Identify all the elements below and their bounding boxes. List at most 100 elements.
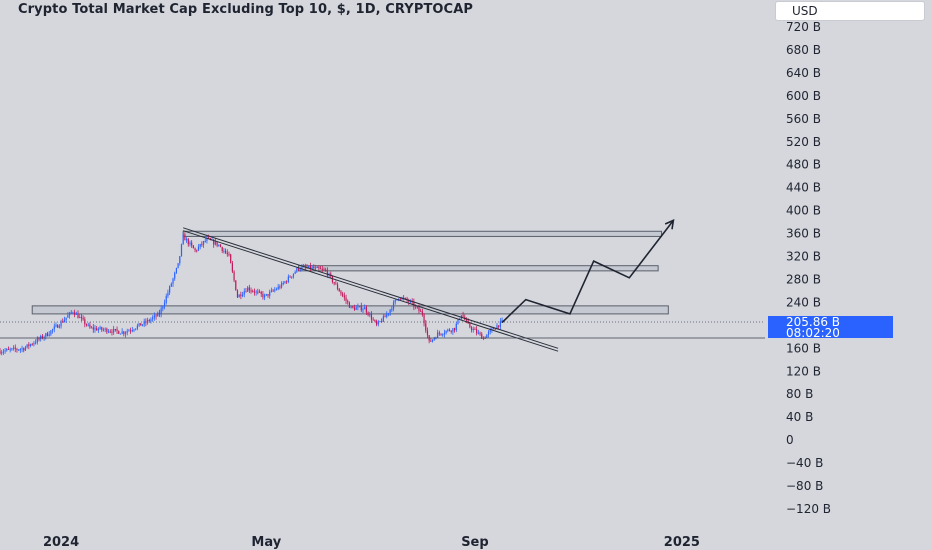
candle-body <box>140 323 142 326</box>
zone-rectangle[interactable] <box>182 230 663 237</box>
candle-body <box>2 351 4 353</box>
candle-body <box>294 271 296 274</box>
trendline[interactable] <box>183 227 559 349</box>
candle-body <box>177 263 179 268</box>
candle-body <box>106 328 108 333</box>
candle-body <box>18 349 20 351</box>
candle-body <box>163 302 166 307</box>
candle-body <box>158 312 161 315</box>
candle-body <box>245 291 247 293</box>
chart-title: Crypto Total Market Cap Excluding Top 10… <box>18 2 473 17</box>
candle-body <box>28 344 30 346</box>
candle-body <box>387 313 390 315</box>
candle-body <box>394 300 396 303</box>
y-tick-label: 680 B <box>786 43 821 57</box>
candle-body <box>372 319 374 321</box>
candle-body <box>370 314 373 320</box>
candle-body <box>136 325 138 329</box>
candle-body <box>175 267 178 273</box>
candle-body <box>241 294 244 297</box>
candle-body <box>325 269 327 271</box>
candle-body <box>416 306 418 308</box>
candle-body <box>231 263 233 272</box>
candle-body <box>253 291 256 293</box>
trendline[interactable] <box>183 230 559 352</box>
candle-body <box>292 273 295 277</box>
candle-body <box>201 244 203 246</box>
candle-body <box>26 344 28 348</box>
candle-body <box>457 319 459 324</box>
candle-body <box>258 291 261 293</box>
y-axis[interactable]: 720 B 680 B 640 B 600 B 560 B 520 B 480 B 440 B… <box>786 20 831 516</box>
candle-body <box>58 326 60 328</box>
candle-body <box>84 319 86 325</box>
y-tick-label: 160 B <box>786 341 821 355</box>
candle-body <box>452 328 454 332</box>
candle-body <box>430 340 432 342</box>
candle-body <box>350 306 352 308</box>
candle-body <box>443 333 446 335</box>
candle-body <box>53 326 55 330</box>
candle-body <box>501 319 503 322</box>
candle-body <box>21 348 23 350</box>
candle-body <box>46 333 49 336</box>
drawings[interactable] <box>0 219 765 352</box>
bar-countdown-label: 08:02:20 <box>786 326 840 340</box>
candle-body <box>102 329 105 331</box>
candle-body <box>180 244 183 257</box>
candle-body <box>60 321 62 327</box>
candle-body <box>470 327 473 330</box>
zone-rectangle[interactable] <box>31 305 669 315</box>
currency-button[interactable]: USD <box>775 1 925 21</box>
candle-body <box>420 310 422 312</box>
candle-body <box>123 331 125 334</box>
candle-body <box>187 239 189 245</box>
candle-body <box>114 328 116 330</box>
candle-body <box>319 268 322 270</box>
projection-path[interactable] <box>501 219 675 324</box>
candle-body <box>289 276 291 278</box>
candle-body <box>162 306 164 309</box>
candle-body <box>367 312 369 315</box>
candle-body <box>365 307 367 313</box>
x-axis[interactable]: 2024 May Sep 2025 <box>43 535 700 550</box>
candle-body <box>67 315 69 318</box>
candle-body <box>499 321 501 327</box>
candle-body <box>189 242 191 245</box>
zones[interactable] <box>31 230 669 315</box>
candle-body <box>133 329 135 331</box>
candle-body <box>403 297 405 299</box>
candle-body <box>138 323 140 326</box>
x-tick-label: May <box>251 535 281 550</box>
candle-body <box>9 349 11 351</box>
candle-body <box>172 278 174 284</box>
candle-body <box>347 300 349 303</box>
candle-body <box>6 348 8 351</box>
candle-body <box>433 338 435 340</box>
candle-body <box>398 298 400 300</box>
candle-body <box>38 338 40 340</box>
candle-body <box>55 324 57 327</box>
candle-body <box>23 348 25 351</box>
candle-body <box>270 290 272 292</box>
candle-body <box>274 289 276 291</box>
candle-body <box>155 315 157 317</box>
y-tick-label: 120 B <box>786 364 821 378</box>
candle-body <box>221 247 223 251</box>
candle-body <box>50 330 52 335</box>
candle-body <box>236 290 239 298</box>
candle-body <box>228 254 230 256</box>
candle-body <box>423 314 425 324</box>
candle-body <box>482 337 485 339</box>
candle-body <box>418 307 420 311</box>
candle-body <box>279 286 281 288</box>
candle-body <box>89 324 91 328</box>
y-tick-label: 360 B <box>786 227 821 241</box>
candle-body <box>48 334 50 336</box>
candle-body <box>275 289 278 291</box>
candle-body <box>119 333 122 335</box>
candle-body <box>465 319 468 321</box>
candle-body <box>421 311 423 315</box>
